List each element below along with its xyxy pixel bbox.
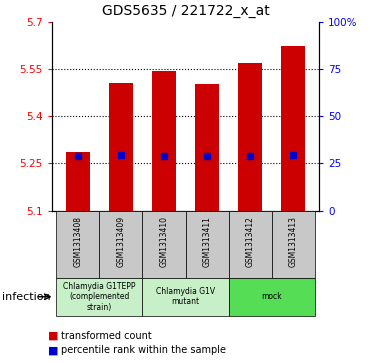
Text: GSM1313412: GSM1313412 bbox=[246, 216, 255, 267]
Title: GDS5635 / 221722_x_at: GDS5635 / 221722_x_at bbox=[102, 4, 269, 18]
Text: infection: infection bbox=[2, 292, 50, 302]
Text: GSM1313411: GSM1313411 bbox=[203, 216, 211, 267]
Text: GSM1313410: GSM1313410 bbox=[160, 216, 168, 267]
Text: transformed count: transformed count bbox=[61, 331, 152, 341]
Bar bbox=[109, 83, 133, 211]
Bar bbox=[238, 63, 262, 211]
Text: ■: ■ bbox=[48, 331, 59, 341]
Text: Chlamydia G1TEPP
(complemented
strain): Chlamydia G1TEPP (complemented strain) bbox=[63, 282, 135, 312]
Text: GSM1313413: GSM1313413 bbox=[289, 216, 298, 267]
Bar bbox=[152, 71, 176, 211]
Bar bbox=[281, 46, 305, 211]
Text: GSM1313408: GSM1313408 bbox=[73, 216, 82, 267]
Text: mock: mock bbox=[261, 292, 282, 301]
Bar bbox=[195, 84, 219, 211]
Bar bbox=[66, 152, 90, 211]
Text: ■: ■ bbox=[48, 345, 59, 355]
Text: Chlamydia G1V
mutant: Chlamydia G1V mutant bbox=[156, 287, 215, 306]
Text: percentile rank within the sample: percentile rank within the sample bbox=[61, 345, 226, 355]
Text: GSM1313409: GSM1313409 bbox=[116, 216, 125, 267]
